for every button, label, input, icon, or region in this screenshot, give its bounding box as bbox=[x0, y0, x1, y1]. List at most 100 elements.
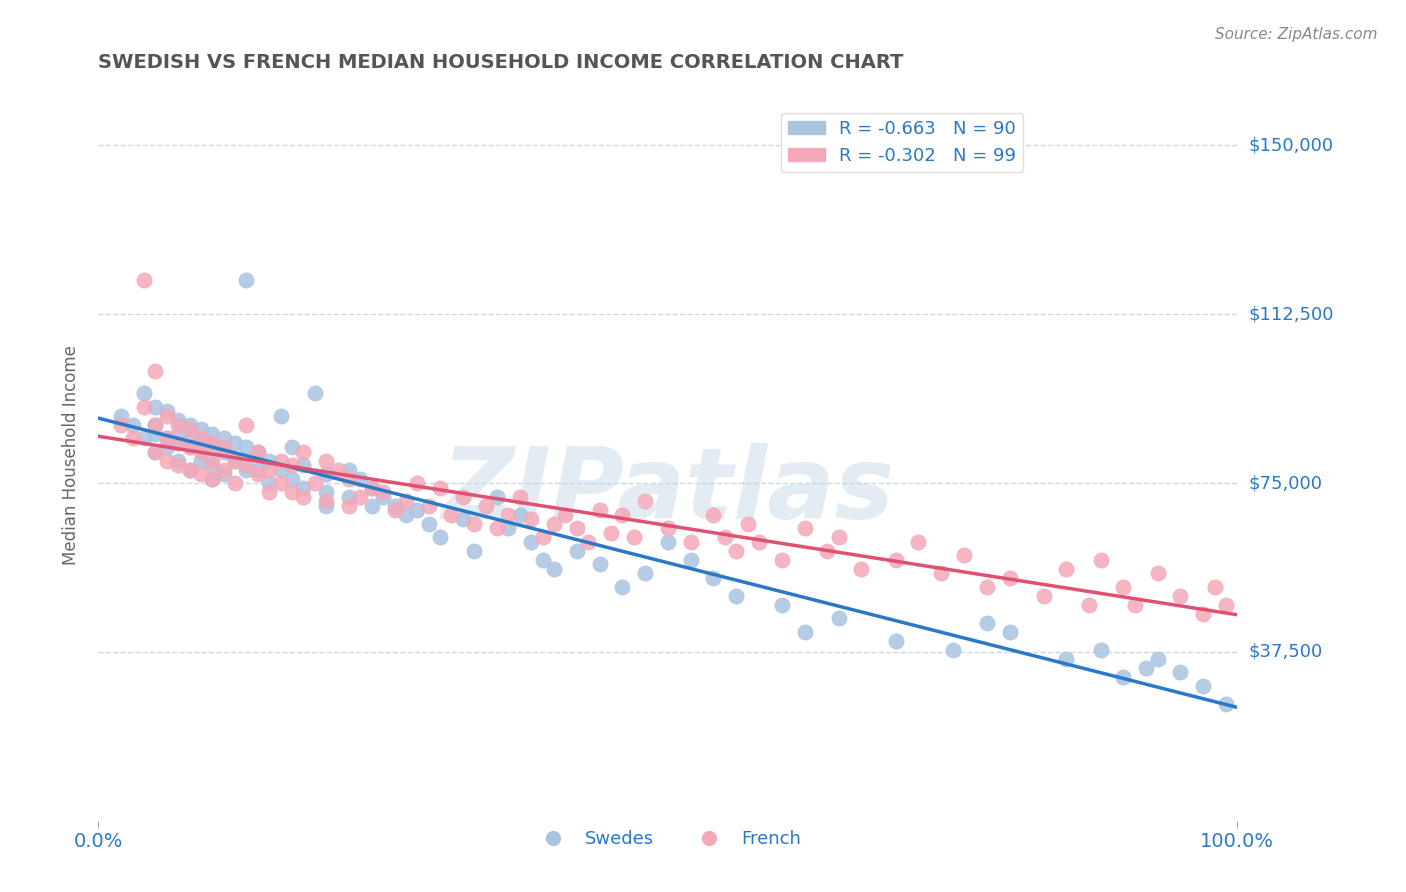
Point bbox=[145, 444, 167, 458]
Point bbox=[748, 534, 770, 549]
Point bbox=[190, 453, 212, 467]
Point bbox=[167, 413, 190, 427]
Point bbox=[1054, 561, 1078, 575]
Point bbox=[235, 440, 257, 454]
Point bbox=[942, 642, 965, 657]
Point bbox=[179, 462, 201, 476]
Point bbox=[520, 512, 543, 526]
Text: SWEDISH VS FRENCH MEDIAN HOUSEHOLD INCOME CORRELATION CHART: SWEDISH VS FRENCH MEDIAN HOUSEHOLD INCOM… bbox=[98, 54, 904, 72]
Point bbox=[190, 435, 212, 450]
Point bbox=[1215, 598, 1237, 612]
Point bbox=[304, 386, 326, 401]
Point bbox=[337, 462, 360, 476]
Point bbox=[246, 444, 269, 458]
Point bbox=[418, 499, 440, 513]
Point bbox=[167, 435, 190, 450]
Legend: Swedes, French: Swedes, French bbox=[527, 823, 808, 855]
Point bbox=[976, 615, 998, 630]
Point bbox=[486, 490, 509, 504]
Point bbox=[360, 499, 382, 513]
Point bbox=[1192, 679, 1215, 693]
Point bbox=[531, 552, 554, 566]
Point bbox=[657, 521, 679, 535]
Point bbox=[429, 530, 451, 544]
Point bbox=[145, 444, 167, 458]
Point bbox=[1090, 552, 1112, 566]
Point bbox=[360, 481, 382, 495]
Point bbox=[190, 444, 212, 458]
Point bbox=[281, 458, 304, 472]
Point bbox=[451, 490, 474, 504]
Point bbox=[509, 508, 531, 522]
Point bbox=[360, 481, 382, 495]
Point bbox=[770, 598, 793, 612]
Point bbox=[384, 499, 406, 513]
Text: $150,000: $150,000 bbox=[1249, 136, 1333, 154]
Point bbox=[884, 552, 907, 566]
Point bbox=[235, 273, 257, 287]
Point bbox=[132, 400, 155, 414]
Point bbox=[292, 458, 315, 472]
Point bbox=[315, 494, 337, 508]
Point bbox=[543, 561, 565, 575]
Point bbox=[634, 566, 657, 580]
Point bbox=[1170, 589, 1192, 603]
Point bbox=[1112, 580, 1135, 594]
Point bbox=[167, 417, 190, 432]
Point bbox=[770, 552, 793, 566]
Point bbox=[212, 444, 235, 458]
Point bbox=[190, 422, 212, 436]
Point bbox=[167, 453, 190, 467]
Point bbox=[623, 530, 645, 544]
Point bbox=[1170, 665, 1192, 679]
Point bbox=[212, 431, 235, 445]
Point bbox=[486, 521, 509, 535]
Point bbox=[1215, 697, 1237, 711]
Point bbox=[1112, 670, 1135, 684]
Point bbox=[953, 548, 976, 562]
Point bbox=[498, 508, 520, 522]
Point bbox=[725, 589, 748, 603]
Point bbox=[315, 453, 337, 467]
Point bbox=[828, 530, 851, 544]
Point bbox=[531, 530, 554, 544]
Point bbox=[612, 580, 634, 594]
Point bbox=[179, 462, 201, 476]
Point bbox=[201, 453, 224, 467]
Point bbox=[145, 363, 167, 377]
Point bbox=[259, 453, 281, 467]
Point bbox=[714, 530, 737, 544]
Point bbox=[201, 458, 224, 472]
Point bbox=[349, 471, 371, 485]
Point bbox=[190, 431, 212, 445]
Point bbox=[259, 476, 281, 491]
Point bbox=[167, 458, 190, 472]
Point bbox=[190, 467, 212, 481]
Point bbox=[145, 417, 167, 432]
Point bbox=[725, 543, 748, 558]
Point bbox=[179, 440, 201, 454]
Point bbox=[337, 499, 360, 513]
Point bbox=[451, 512, 474, 526]
Point bbox=[1078, 598, 1101, 612]
Point bbox=[132, 273, 155, 287]
Point bbox=[543, 516, 565, 531]
Point bbox=[167, 426, 190, 441]
Point bbox=[998, 571, 1021, 585]
Text: $112,500: $112,500 bbox=[1249, 305, 1334, 323]
Point bbox=[167, 435, 190, 450]
Point bbox=[156, 409, 179, 423]
Point bbox=[235, 458, 257, 472]
Point bbox=[565, 521, 588, 535]
Point bbox=[281, 440, 304, 454]
Point bbox=[815, 543, 838, 558]
Point bbox=[976, 580, 998, 594]
Point bbox=[304, 476, 326, 491]
Point bbox=[110, 409, 132, 423]
Point bbox=[224, 435, 246, 450]
Point bbox=[212, 440, 235, 454]
Point bbox=[224, 453, 246, 467]
Point bbox=[132, 431, 155, 445]
Point bbox=[384, 503, 406, 517]
Point bbox=[270, 462, 292, 476]
